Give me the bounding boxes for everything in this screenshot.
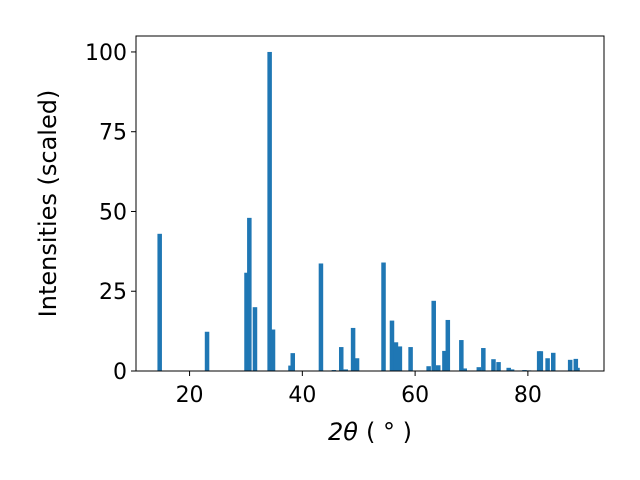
bar-8 xyxy=(290,353,296,371)
bar-13 xyxy=(350,327,356,371)
bar-41 xyxy=(575,367,580,371)
x-axis-label: 2θ ( ° ) xyxy=(328,418,412,446)
bar-15 xyxy=(381,262,386,371)
bar-14 xyxy=(354,358,360,371)
bar-28 xyxy=(481,348,486,371)
bar-20 xyxy=(426,366,431,371)
bar-18 xyxy=(397,346,403,371)
bar-16 xyxy=(389,320,395,371)
y-axis-label: Intensities (scaled) xyxy=(34,90,62,318)
y-tick-label-4: 100 xyxy=(85,41,127,66)
x-axis-label-symbol: 2θ xyxy=(328,418,358,446)
bar-22 xyxy=(435,365,441,371)
y-tick-label-0: 0 xyxy=(113,360,127,385)
bar-29 xyxy=(491,359,496,371)
bar-38 xyxy=(551,352,556,371)
y-tick-label-3: 75 xyxy=(99,121,127,146)
bar-19 xyxy=(408,347,413,371)
bar-30 xyxy=(496,362,501,371)
bar-27 xyxy=(476,367,482,371)
bar-24 xyxy=(445,319,451,371)
bar-40 xyxy=(573,358,579,371)
bar-3 xyxy=(247,217,252,371)
x-axis-label-unit: ( ° ) xyxy=(366,418,412,446)
bar-series xyxy=(157,51,580,371)
bar-2 xyxy=(244,272,249,371)
x-tick-label-1: 40 xyxy=(288,383,316,408)
x-axis-ticks: 20 40 60 80 xyxy=(176,371,542,408)
bar-4 xyxy=(252,307,258,371)
bar-21 xyxy=(431,300,436,371)
y-tick-label-1: 25 xyxy=(99,280,127,305)
plot-frame xyxy=(135,35,605,372)
bar-32 xyxy=(509,369,515,371)
y-tick-label-2: 50 xyxy=(99,200,127,225)
bar-1 xyxy=(204,331,210,371)
bar-26 xyxy=(462,368,467,371)
bar-9 xyxy=(318,263,324,371)
x-tick-label-2: 60 xyxy=(401,383,429,408)
bar-36 xyxy=(538,351,544,371)
bar-37 xyxy=(545,358,550,371)
bar-7 xyxy=(288,365,293,371)
bar-23 xyxy=(442,350,447,371)
bar-12 xyxy=(343,369,349,371)
bar-39 xyxy=(567,359,573,371)
x-tick-label-3: 80 xyxy=(514,383,542,408)
bar-6 xyxy=(270,329,276,371)
x-tick-label-0: 20 xyxy=(176,383,204,408)
bar-11 xyxy=(338,347,344,371)
y-axis-ticks: 0 25 50 75 100 xyxy=(85,41,136,385)
bar-5 xyxy=(267,51,272,371)
bar-25 xyxy=(459,340,464,371)
bar-17 xyxy=(393,342,399,371)
bar-0 xyxy=(157,233,162,371)
bar-31 xyxy=(506,367,511,371)
